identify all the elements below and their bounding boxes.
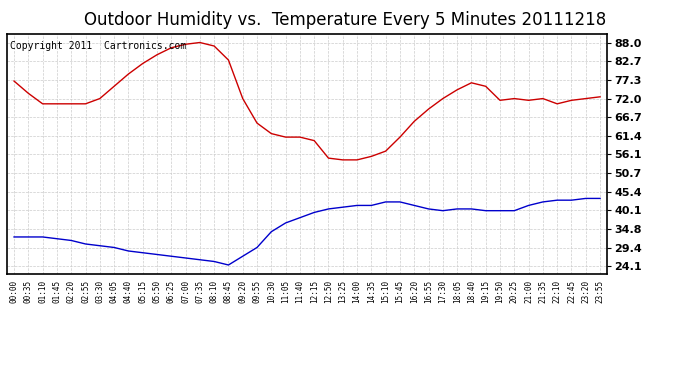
Text: Outdoor Humidity vs.  Temperature Every 5 Minutes 20111218: Outdoor Humidity vs. Temperature Every 5… bbox=[84, 11, 606, 29]
Text: Copyright 2011  Cartronics.com: Copyright 2011 Cartronics.com bbox=[10, 41, 186, 51]
